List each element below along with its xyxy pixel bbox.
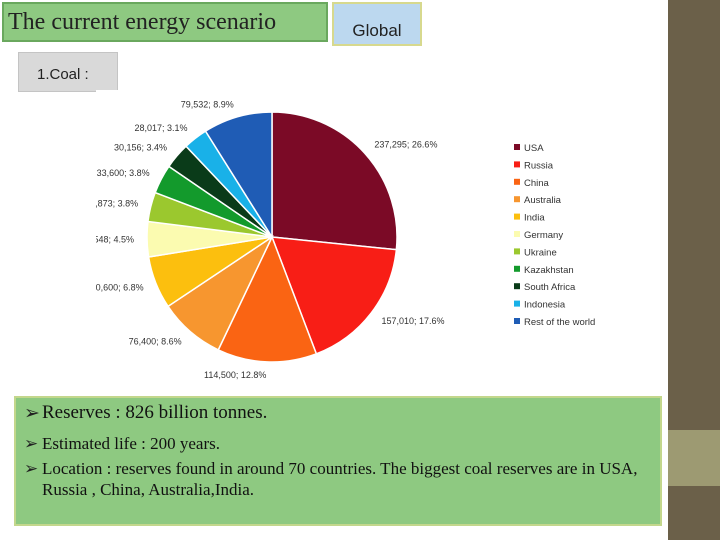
data-label: 79,532; 8.9% [181,99,234,109]
pie-slice-rest-of-the-world [204,111,273,240]
data-label: 157,010; 17.6% [382,316,445,326]
legend-swatch [514,318,520,324]
data-label: 60,600; 6.8% [96,283,144,293]
section-label: 1.Coal : [18,52,118,92]
data-label: 30,156; 3.4% [114,142,167,152]
arrow-bullet-icon: ➢ [24,434,39,453]
legend-swatch [514,213,520,220]
legend-swatch [514,231,520,237]
legend-swatch [514,161,520,168]
legend-swatch [514,283,520,290]
location-text: Location : reserves found in around 70 c… [42,459,638,499]
legend-entry: Russia [524,160,554,171]
data-label: 76,400; 8.6% [129,336,182,346]
life-text: Estimated life : 200 years. [42,434,220,453]
legend-swatch [514,196,520,203]
legend-entry: China [524,178,550,189]
data-label: 114,500; 12.8% [204,370,266,380]
arrow-bullet-icon: ➢ [24,403,40,424]
legend-swatch [514,300,520,307]
legend-swatch [514,178,520,185]
decorative-sidebar [668,0,720,540]
data-label: 40,548; 4.5% [96,235,134,245]
legend-entry: USA [524,143,544,154]
data-label: 237,295; 26.6% [374,140,437,150]
legend-entry: Germany [524,230,563,241]
legend-swatch [514,144,520,150]
legend-entry: Indonesia [524,300,566,311]
chart-container: 237,295; 26.6% 157,010; 17.6% 114,500; 12.… [96,90,622,390]
page-title: The current energy scenario [2,2,328,42]
legend-entry: Kazakhstan [524,265,574,276]
sidebar-strip [668,430,720,486]
legend-swatch [514,248,520,255]
pie-chart: 237,295; 26.6% 157,010; 17.6% 114,500; 12.… [96,90,622,390]
legend-entry: Australia [524,195,562,206]
legend-entry: South Africa [524,282,576,293]
legend-entry: Ukraine [524,247,557,258]
pie-slice-china [217,235,318,363]
legend-entry: Rest of the world [524,317,595,328]
legend-entry: India [524,213,545,224]
info-panel: ➢ Reserves : 826 billion tonnes. ➢ Estim… [14,396,662,526]
pie-slice-russia [270,236,398,355]
region-badge: Global [332,2,422,46]
reserves-text: Reserves : 826 billion tonnes. [42,402,268,423]
data-label: 33,873; 3.8% [96,199,138,209]
life-line: ➢ Estimated life : 200 years. [24,433,652,454]
data-label: 28,017; 3.1% [134,123,187,133]
data-label: 33,600; 3.8% [97,168,150,178]
pie-slice-usa [271,111,398,251]
arrow-bullet-icon: ➢ [24,459,39,478]
location-line: ➢ Location : reserves found in around 70… [24,458,652,500]
legend-swatch [514,265,520,272]
reserves-line: ➢ Reserves : 826 billion tonnes. [24,402,652,425]
